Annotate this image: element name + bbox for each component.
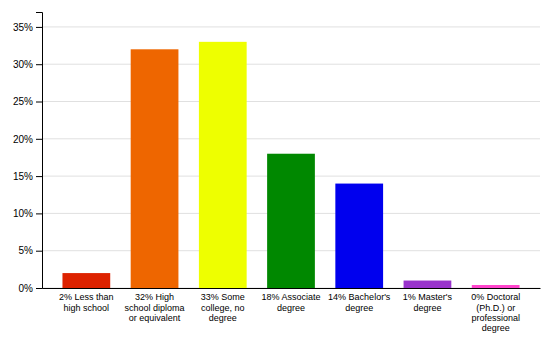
y-tick: 20% [13, 134, 42, 145]
y-tick: 30% [13, 59, 42, 70]
x-tick-label: 14% Bachelor'sdegree [328, 292, 391, 312]
grid [42, 27, 540, 288]
x-tick: 1% Master'sdegree [403, 288, 453, 313]
y-tick-label: 10% [13, 208, 33, 219]
x-tick: 14% Bachelor'sdegree [328, 288, 391, 313]
y-tick: 0% [19, 283, 42, 294]
grid-line [42, 64, 540, 65]
y-tick-mark [36, 176, 42, 177]
bar [199, 42, 247, 288]
grid-line [42, 26, 540, 27]
x-tick: 0% Doctoral(Ph.D.) orprofessionaldegree [471, 288, 520, 333]
y-tick-mark [36, 251, 42, 252]
chart-container: 0% 5% 10% 15% 20% 25% 30% 35% 2% Less thanhigh s… [0, 0, 550, 350]
bar [335, 184, 383, 288]
y-tick-mark [36, 288, 42, 289]
x-tick-label: 1% Master'sdegree [403, 292, 453, 312]
x-tick-label-line: degree [209, 313, 237, 323]
x-tick-label-line: degree [345, 303, 373, 313]
y-tick: 25% [13, 96, 42, 107]
y-tick-label: 15% [13, 171, 33, 182]
y-tick: 5% [19, 245, 42, 256]
x-tick-label-line: degree [482, 323, 510, 333]
x-tick-label-line: 0% Doctoral [471, 292, 520, 302]
x-axis: 2% Less thanhigh school 32% Highschool di… [43, 288, 541, 333]
grid-line [42, 138, 540, 139]
x-tick-label: 2% Less thanhigh school [59, 292, 114, 312]
y-axis: 0% 5% 10% 15% 20% 25% 30% 35% [13, 13, 43, 294]
bars [62, 42, 519, 288]
y-tick-label: 0% [19, 283, 34, 294]
bar [131, 49, 179, 288]
x-tick-label: 18% Associatedegree [261, 292, 320, 312]
bar [404, 281, 452, 288]
x-tick-label: 0% Doctoral(Ph.D.) orprofessionaldegree [471, 292, 520, 333]
x-tick-label-line: school diploma [125, 303, 185, 313]
x-tick-label-line: professional [471, 313, 520, 323]
x-tick-label: 32% Highschool diplomaor equivalent [125, 292, 185, 323]
x-tick-label: 33% Somecollege, nodegree [201, 292, 245, 323]
y-tick-mark [36, 64, 42, 65]
bar [472, 285, 520, 288]
y-axis-line [36, 13, 43, 289]
y-tick: 10% [13, 208, 42, 219]
plot-area: 0% 5% 10% 15% 20% 25% 30% 35% 2% Less thanhigh s… [13, 13, 541, 334]
y-tick-mark [36, 213, 42, 214]
x-tick: 2% Less thanhigh school [59, 288, 114, 313]
y-tick-mark [36, 102, 42, 103]
x-tick: 18% Associatedegree [261, 288, 320, 313]
x-tick-label-line: 14% Bachelor's [328, 292, 391, 302]
y-tick-label: 20% [13, 134, 33, 145]
x-tick-label-line: 32% High [135, 292, 174, 302]
y-tick-mark [36, 27, 42, 28]
x-tick-label-line: degree [277, 303, 305, 313]
bar [62, 273, 110, 288]
x-tick-label-line: college, no [201, 303, 245, 313]
y-tick-label: 5% [19, 245, 34, 256]
grid-line [42, 101, 540, 102]
chart-svg: 0% 5% 10% 15% 20% 25% 30% 35% 2% Less thanhigh s… [0, 0, 550, 350]
x-tick: 32% Highschool diplomaor equivalent [125, 288, 185, 323]
x-tick-label-line: 2% Less than [59, 292, 114, 302]
x-tick-label-line: 18% Associate [261, 292, 320, 302]
y-tick-mark [36, 139, 42, 140]
y-tick-label: 30% [13, 59, 33, 70]
y-tick: 35% [13, 22, 42, 33]
y-tick-label: 25% [13, 96, 33, 107]
x-tick-label-line: degree [413, 303, 441, 313]
x-tick-label-line: (Ph.D.) or [476, 303, 515, 313]
x-tick-label-line: or equivalent [129, 313, 181, 323]
y-tick-label: 35% [13, 22, 33, 33]
x-tick-label-line: high school [64, 303, 110, 313]
x-tick-label-line: 1% Master's [403, 292, 453, 302]
x-tick-label-line: 33% Some [201, 292, 245, 302]
x-axis-line [43, 288, 541, 289]
x-tick: 33% Somecollege, nodegree [201, 288, 245, 323]
bar [267, 154, 315, 288]
y-tick: 15% [13, 171, 42, 182]
